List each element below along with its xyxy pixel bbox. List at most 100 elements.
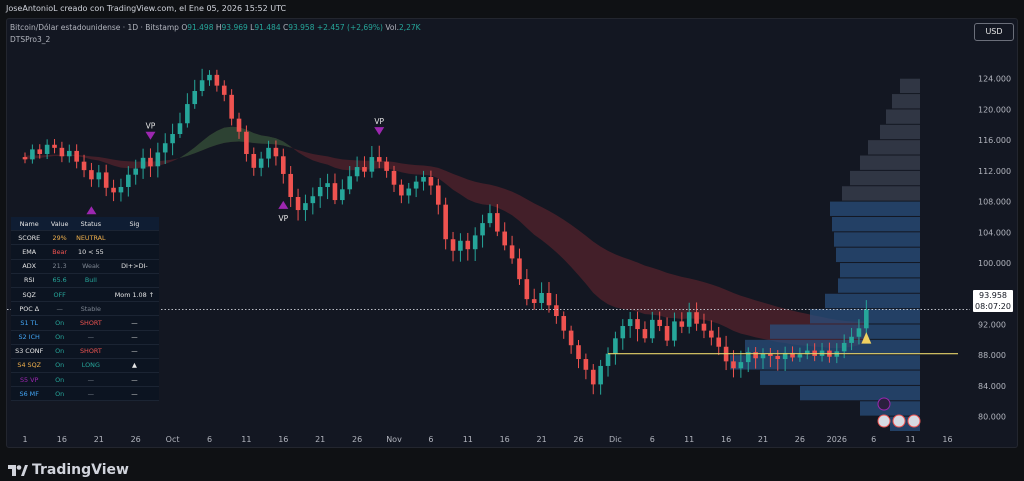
candle[interactable] (413, 181, 419, 189)
candle[interactable] (782, 352, 788, 360)
candle[interactable] (89, 170, 94, 180)
candle[interactable] (664, 326, 670, 341)
candle[interactable] (480, 223, 485, 236)
candle[interactable] (635, 319, 640, 330)
candle[interactable] (103, 172, 109, 188)
economic-event-icon[interactable] (892, 414, 906, 428)
candle[interactable] (804, 350, 810, 355)
candle[interactable] (140, 157, 146, 169)
candle[interactable] (576, 345, 581, 360)
candle[interactable] (354, 167, 360, 177)
candle[interactable] (709, 330, 714, 338)
candle[interactable] (384, 161, 389, 171)
candle[interactable] (509, 245, 515, 259)
candle[interactable] (221, 85, 227, 95)
candle[interactable] (258, 158, 264, 168)
candle[interactable] (450, 239, 456, 251)
candle[interactable] (613, 338, 618, 354)
candle[interactable] (465, 240, 471, 250)
candle[interactable] (561, 316, 567, 331)
candle[interactable] (391, 170, 397, 185)
candle[interactable] (81, 161, 87, 171)
candle[interactable] (303, 203, 308, 211)
candle[interactable] (554, 305, 559, 317)
candle[interactable] (605, 353, 611, 366)
candle[interactable] (214, 74, 220, 86)
candle[interactable] (753, 352, 758, 359)
candle[interactable] (406, 188, 412, 196)
candle[interactable] (583, 359, 589, 370)
candle[interactable] (760, 353, 766, 359)
candle[interactable] (738, 362, 744, 369)
candle[interactable] (229, 94, 234, 119)
candle[interactable] (487, 213, 493, 224)
indicator-label[interactable]: DTSPro3_2 (10, 35, 51, 44)
symbol-name[interactable]: Bitcoin/Dólar estadounidense · 1D · Bits… (10, 23, 179, 32)
candle[interactable] (458, 240, 463, 251)
candle[interactable] (679, 321, 685, 327)
candle[interactable] (849, 336, 854, 343)
candle[interactable] (133, 168, 138, 175)
candle[interactable] (59, 147, 65, 157)
candle[interactable] (362, 167, 367, 172)
candle[interactable] (251, 153, 257, 168)
currency-button[interactable]: USD (974, 23, 1014, 41)
candle[interactable] (421, 177, 426, 182)
candle[interactable] (192, 91, 198, 105)
candle[interactable] (568, 330, 574, 346)
candle[interactable] (539, 292, 544, 303)
alert-bolt-icon[interactable] (877, 397, 891, 411)
candle[interactable] (126, 174, 131, 188)
candle[interactable] (841, 342, 847, 352)
candle[interactable] (44, 144, 50, 154)
candle[interactable] (472, 235, 478, 250)
candle[interactable] (864, 309, 869, 329)
economic-event-icon[interactable] (877, 414, 891, 428)
candle[interactable] (22, 157, 28, 160)
candle[interactable] (590, 369, 596, 385)
candle[interactable] (281, 156, 286, 174)
candle[interactable] (236, 118, 242, 132)
candle[interactable] (369, 157, 375, 172)
candle[interactable] (650, 319, 655, 339)
candle[interactable] (745, 352, 751, 363)
candle[interactable] (273, 147, 279, 157)
candle[interactable] (185, 104, 190, 124)
candle[interactable] (347, 176, 353, 190)
candle[interactable] (517, 258, 522, 280)
candle[interactable] (657, 319, 662, 327)
candle[interactable] (731, 361, 736, 369)
candle[interactable] (790, 352, 795, 358)
candle[interactable] (642, 329, 648, 339)
candle[interactable] (598, 365, 603, 385)
candle[interactable] (340, 189, 345, 201)
candle[interactable] (266, 147, 271, 159)
candle[interactable] (524, 279, 530, 300)
candle[interactable] (66, 150, 72, 157)
candle[interactable] (207, 74, 212, 81)
candle[interactable] (111, 187, 116, 193)
candle[interactable] (768, 353, 773, 356)
candle[interactable] (775, 355, 781, 360)
candle[interactable] (376, 157, 382, 162)
candle[interactable] (162, 143, 168, 153)
candle[interactable] (118, 187, 124, 193)
candle[interactable] (620, 326, 626, 339)
candle[interactable] (531, 299, 537, 303)
candle[interactable] (399, 184, 404, 196)
candle[interactable] (428, 177, 434, 186)
candle[interactable] (30, 149, 35, 160)
candle[interactable] (443, 204, 448, 240)
candle[interactable] (155, 152, 161, 167)
candle[interactable] (797, 354, 803, 358)
candle[interactable] (627, 319, 633, 327)
candle[interactable] (502, 231, 507, 246)
candle[interactable] (716, 337, 722, 347)
candle[interactable] (332, 183, 338, 201)
candle[interactable] (148, 157, 153, 167)
candle[interactable] (694, 312, 699, 324)
candle[interactable] (295, 196, 301, 211)
tradingview-logo[interactable]: TradingView (32, 462, 129, 478)
candle[interactable] (96, 172, 102, 180)
